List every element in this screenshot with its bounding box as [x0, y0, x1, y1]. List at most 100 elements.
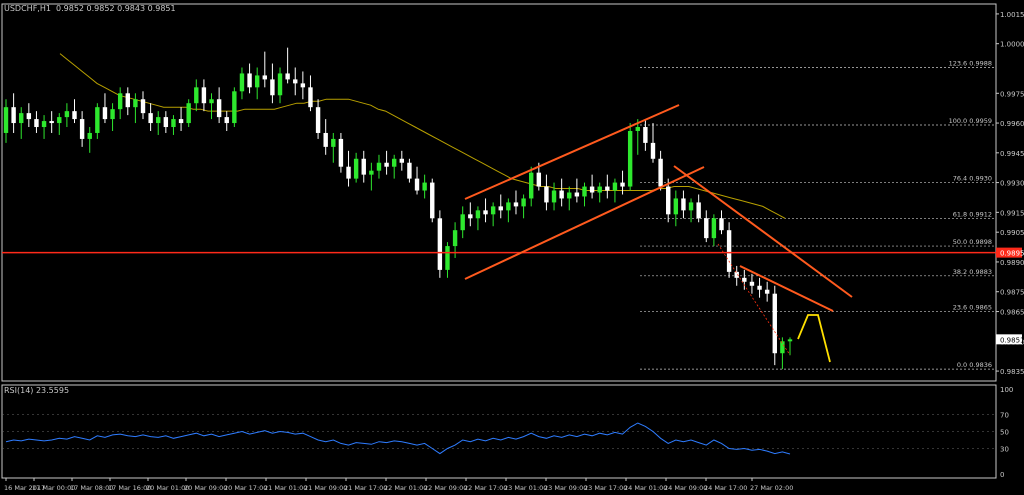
channel-lower-line — [464, 166, 705, 280]
candle-body — [734, 271, 739, 278]
candle-body — [178, 119, 184, 124]
candle-body — [209, 99, 214, 104]
candle-body — [666, 186, 671, 215]
time-tick-label: 20 Mar 17:00 — [224, 484, 267, 492]
time-tick-label: 24 Mar 01:00 — [624, 484, 667, 492]
candle-body — [216, 99, 222, 118]
candle-body — [102, 107, 108, 120]
candle-body — [232, 91, 237, 124]
hline-price-label: 0.9895 — [1000, 250, 1024, 258]
candle-body — [308, 87, 313, 108]
candle-body — [399, 158, 405, 163]
rsi-tick-label: 70 — [1000, 412, 1009, 420]
time-tick-label: 17 Mar 16:00 — [108, 484, 151, 492]
candle-body — [490, 206, 496, 215]
candle-body — [293, 79, 298, 84]
candles — [3, 47, 793, 370]
downtrend-line — [673, 165, 853, 298]
candle-body — [224, 117, 229, 124]
candle-body — [681, 198, 686, 211]
rsi-line — [5, 422, 791, 455]
candle-body — [186, 103, 191, 124]
candle-body — [643, 127, 648, 143]
price-tick-label: 0.9930 — [1000, 180, 1024, 188]
candle-body — [719, 218, 724, 231]
candle-body — [262, 75, 267, 80]
rsi-tick-label: 100 — [1000, 386, 1013, 394]
time-tick-label: 21 Mar 09:00 — [304, 484, 347, 492]
candle-body — [64, 111, 70, 118]
candle-body — [445, 246, 450, 270]
time-tick-label: 23 Mar 17:00 — [584, 484, 627, 492]
candle-body — [673, 198, 679, 215]
price-tick-label: 0.9945 — [1000, 150, 1024, 158]
candle-body — [772, 293, 777, 354]
time-tick-label: 21 Mar 17:00 — [344, 484, 387, 492]
candle-body — [536, 172, 542, 187]
ohlc-readout: 0.9852 0.9852 0.9843 0.9851 — [56, 4, 176, 13]
time-tick-label: 22 Mar 09:00 — [424, 484, 467, 492]
fib-level-label: 123.6 0.9988 — [949, 59, 992, 67]
time-tick-label: 21 Mar 01:00 — [264, 484, 307, 492]
candle-body — [414, 178, 420, 191]
short-trend-line — [739, 265, 834, 312]
candle-body — [41, 121, 47, 128]
candle-body — [254, 75, 260, 88]
candle-body — [559, 190, 564, 199]
price-tick-label: 0.9975 — [1000, 90, 1024, 98]
candle-body — [757, 285, 762, 290]
candle-body — [620, 182, 625, 187]
price-tick-label: 1.0000 — [1000, 41, 1024, 49]
price-tick-label: 0.9835 — [1000, 368, 1024, 376]
candle-body — [787, 339, 793, 342]
price-tick-label: 0.9865 — [1000, 309, 1024, 317]
candle-body — [239, 73, 245, 92]
projection-dotted — [717, 243, 791, 356]
trendlines — [2, 104, 996, 363]
candle-body — [391, 158, 397, 167]
candle-body — [11, 107, 16, 124]
time-tick-label: 27 Mar 02:00 — [750, 484, 793, 492]
candle-body — [422, 182, 427, 191]
candle-body — [635, 127, 640, 131]
fibonacci-levels: 123.6 0.9988 100.0 0.9959 76.4 0.9930 61.8 … — [640, 59, 996, 370]
fib-level-label: 0.0 0.9836 — [957, 361, 992, 369]
candle-body — [376, 162, 382, 171]
candle-body — [79, 119, 85, 139]
candle-body — [87, 132, 92, 139]
candle-body — [475, 210, 481, 219]
candle-body — [270, 79, 275, 96]
candle-body — [148, 113, 153, 124]
price-tick-label: 0.9960 — [1000, 120, 1024, 128]
candle-body — [384, 162, 389, 167]
candle-body — [117, 93, 123, 110]
candle-body — [567, 192, 572, 199]
candle-body — [468, 214, 473, 219]
candle-body — [110, 109, 115, 120]
candle-body — [749, 281, 755, 286]
candle-body — [483, 210, 488, 215]
rsi-tick-label: 0 — [1000, 471, 1004, 479]
fib-level-label: 61.8 0.9912 — [953, 210, 992, 218]
candle-body — [764, 289, 770, 294]
candle-body — [506, 202, 511, 211]
candle-body — [201, 87, 207, 104]
rsi-label: RSI(14) 23.5595 — [4, 386, 69, 395]
candle-body — [742, 277, 747, 282]
projection-zigzag — [797, 314, 831, 363]
candle-body — [597, 186, 602, 193]
candle-body — [315, 107, 321, 133]
candle-body — [589, 186, 595, 193]
candle-body — [163, 117, 169, 128]
candle-body — [171, 119, 176, 128]
candle-body — [627, 130, 633, 187]
rsi-tick-label: 30 — [1000, 446, 1009, 454]
rsi-panel: 100 70 50 30 0 — [2, 386, 1013, 479]
candle-body — [285, 73, 290, 80]
candle-body — [430, 182, 435, 219]
price-tick-label: 1.0015 — [1000, 11, 1024, 19]
price-tick-label: 0.9915 — [1000, 209, 1024, 217]
time-tick-label: 17 Mar 00:00 — [32, 484, 75, 492]
axes: 1.0015 1.0000 0.9975 0.9960 0.9945 0.9930 0.99… — [4, 11, 1024, 492]
